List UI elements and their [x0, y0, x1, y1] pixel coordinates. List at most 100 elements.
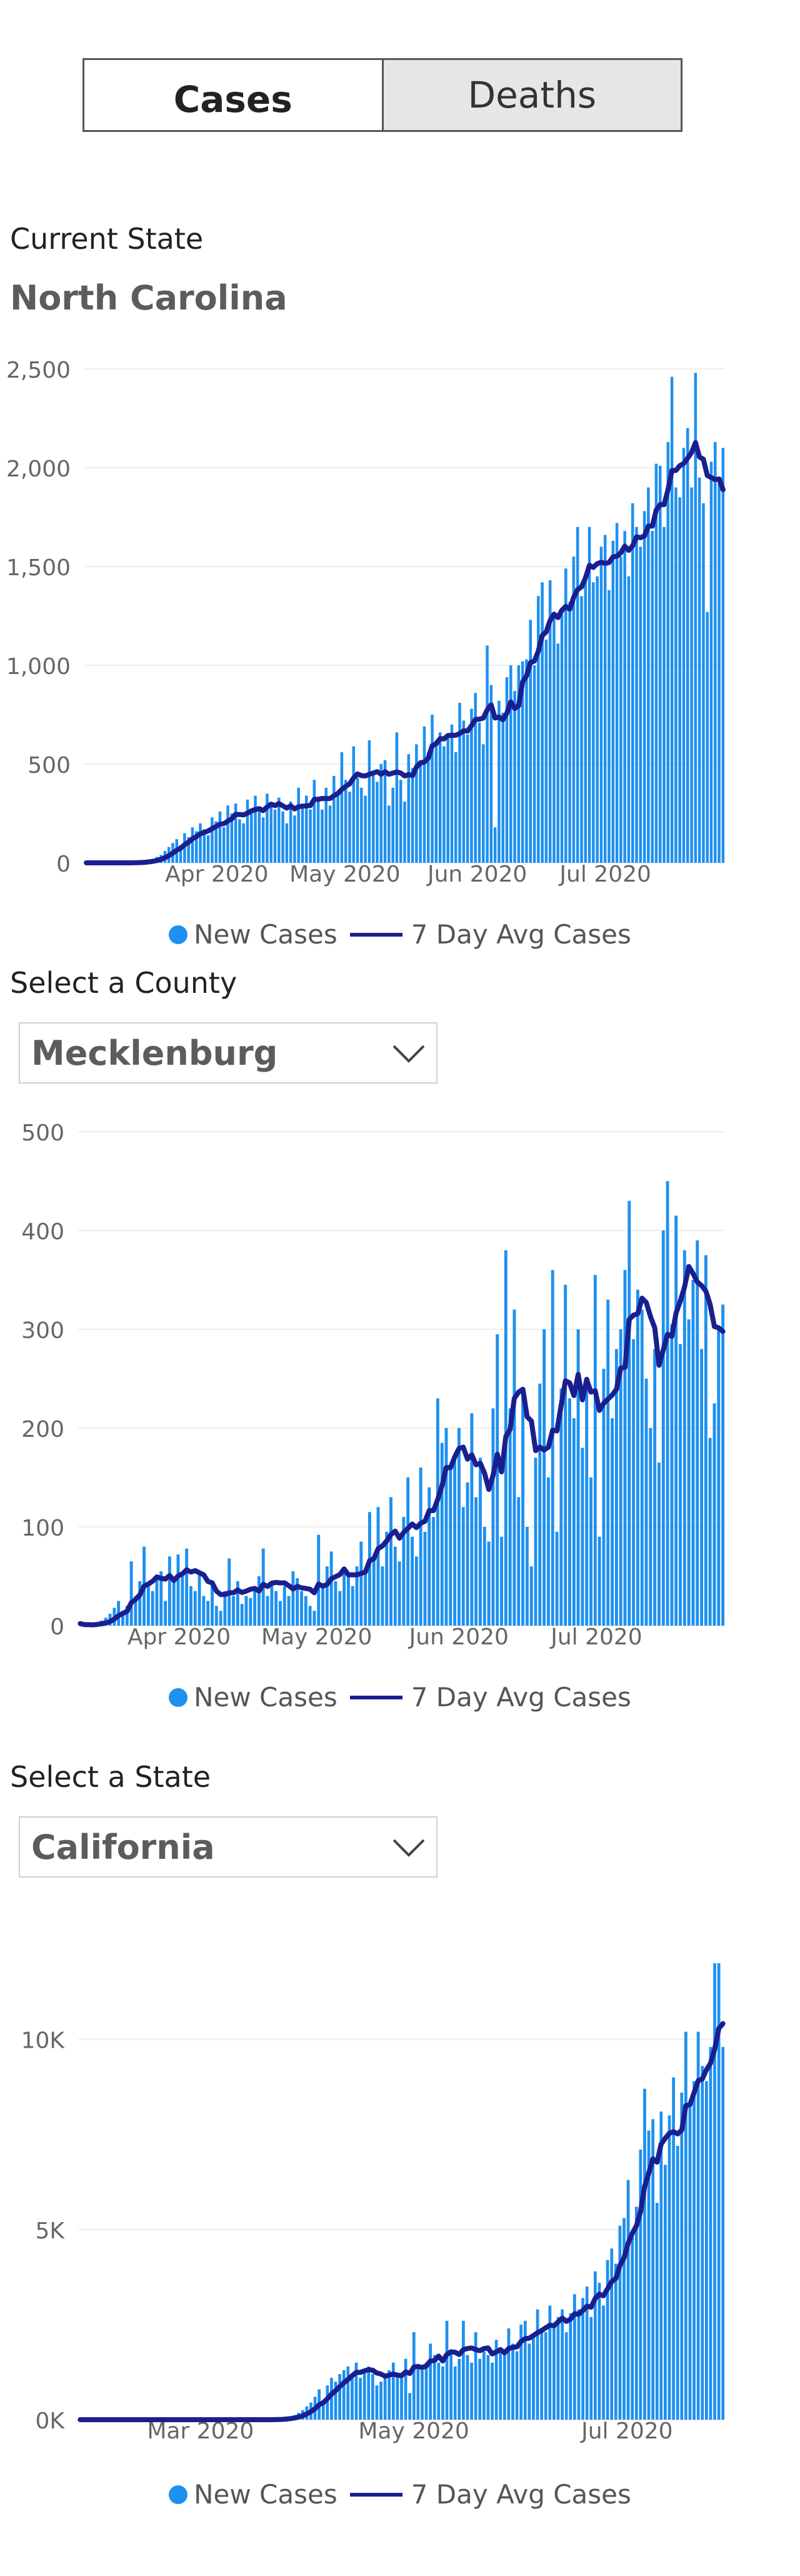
new-cases-bar [151, 1591, 154, 1626]
new-cases-bar [285, 823, 289, 863]
new-cases-bar [546, 1477, 550, 1626]
new-cases-bar [466, 1482, 469, 1626]
new-cases-bar [125, 1606, 129, 1626]
new-cases-bar [666, 1181, 669, 1626]
county-dropdown[interactable]: Mecklenburg [19, 1022, 438, 1084]
new-cases-bar [325, 1566, 329, 1626]
new-cases-bar [402, 1517, 406, 1626]
avg-cases-legend-label: 7 Day Avg Cases [411, 1682, 631, 1713]
new-cases-bar [593, 1275, 597, 1626]
tab-cases[interactable]: Cases [84, 60, 382, 130]
new-cases-bar [698, 477, 701, 863]
new-cases-bar [334, 1581, 338, 1626]
california-chart: 10K 5K 0K Mar 2020 May 2020 Jul 2020 [21, 1963, 726, 2444]
new-cases-bar [416, 2366, 420, 2420]
new-cases-bar [273, 809, 277, 863]
new-cases-bar [559, 1388, 563, 1626]
new-cases-bar [426, 752, 430, 863]
state-dropdown[interactable]: California [19, 1816, 438, 1878]
new-cases-bar [371, 2374, 374, 2420]
new-cases-bar [661, 1230, 665, 1626]
new-cases-bar [585, 1388, 589, 1626]
new-cases-bar [668, 2115, 671, 2420]
new-cases-bar [146, 1586, 150, 1626]
new-cases-bar [474, 693, 477, 863]
new-cases-bar [564, 1284, 568, 1626]
y-tick-label: 1,000 [6, 654, 71, 680]
new-cases-bar [289, 802, 292, 863]
new-cases-bar [487, 1541, 491, 1626]
new-cases-bar [444, 1428, 448, 1626]
new-cases-bar [449, 1467, 452, 1626]
new-cases-bar [342, 2370, 346, 2420]
x-tick-label: May 2020 [261, 1624, 372, 1650]
new-cases-legend-label: New Cases [194, 2479, 338, 2510]
new-cases-bar [686, 428, 689, 863]
y-tick-label: 0 [56, 852, 71, 877]
new-cases-bar [674, 1215, 678, 1626]
new-cases-bar [713, 1963, 716, 2420]
new-cases-bar [486, 645, 489, 863]
new-cases-bar [179, 845, 182, 863]
new-cases-bar [300, 1591, 303, 1626]
new-cases-bar [391, 787, 394, 863]
new-cases-bar [297, 787, 300, 863]
select-state-heading: Select a State [10, 1760, 211, 1794]
select-county-heading: Select a County [10, 966, 238, 1000]
new-cases-bar [478, 722, 481, 863]
y-tick-label: 0K [35, 2408, 65, 2434]
new-cases-bar [379, 764, 383, 863]
new-cases-bar [458, 2358, 461, 2420]
y-tick-label: 200 [21, 1417, 64, 1442]
new-cases-bar [438, 732, 442, 863]
new-cases-bar [371, 772, 375, 863]
y-tick-label: 5K [35, 2218, 65, 2244]
new-cases-bar [364, 1571, 368, 1626]
new-cases-bar [529, 1566, 533, 1626]
new-cases-bar [214, 821, 218, 863]
new-cases-bar [291, 1571, 295, 1626]
new-cases-bar [278, 1601, 282, 1626]
new-cases-bar [312, 780, 316, 863]
new-cases-bar [274, 1591, 278, 1626]
new-cases-bar [573, 2294, 576, 2420]
new-cases-bar [330, 2378, 333, 2420]
new-cases-bar [414, 1556, 418, 1626]
avg-cases-line [84, 440, 726, 865]
new-cases-bar [548, 580, 552, 863]
california-legend: New Cases 7 Day Avg Cases [0, 2479, 800, 2510]
new-cases-bar [368, 740, 371, 863]
new-cases-bar [618, 2225, 622, 2420]
y-tick-label: 1,500 [6, 555, 71, 581]
new-cases-bar [242, 823, 245, 863]
new-cases-bar [232, 1596, 235, 1626]
new-cases-bar [670, 1324, 674, 1626]
x-tick-label: May 2020 [289, 862, 401, 887]
new-cases-bar [293, 815, 296, 863]
new-cases-bar [611, 540, 615, 863]
new-cases-bar [482, 1527, 486, 1626]
new-cases-bar [266, 1596, 269, 1626]
new-cases-bar [305, 795, 308, 863]
new-cases-bar [647, 2130, 651, 2420]
new-cases-bar [552, 2324, 556, 2420]
new-cases-bar [680, 2092, 684, 2420]
new-cases-bar [655, 2203, 659, 2420]
new-cases-bar [407, 754, 411, 863]
new-cases-bar [589, 2317, 593, 2420]
new-cases-bar [453, 2366, 457, 2420]
new-cases-bar [709, 2046, 712, 2420]
new-cases-bar [191, 827, 194, 863]
new-cases-bar [168, 1556, 171, 1626]
new-cases-bar [534, 1457, 538, 1626]
new-cases-bar [631, 503, 634, 863]
new-cases-bar [721, 2046, 725, 2420]
new-cases-bar [670, 376, 674, 863]
new-cases-bar [603, 535, 607, 863]
new-cases-bar [364, 795, 367, 863]
new-cases-bar [159, 1571, 163, 1626]
tab-deaths[interactable]: Deaths [381, 60, 681, 130]
new-cases-bar [561, 2309, 564, 2420]
new-cases-bar [321, 809, 324, 863]
new-cases-bar [240, 1604, 244, 1626]
